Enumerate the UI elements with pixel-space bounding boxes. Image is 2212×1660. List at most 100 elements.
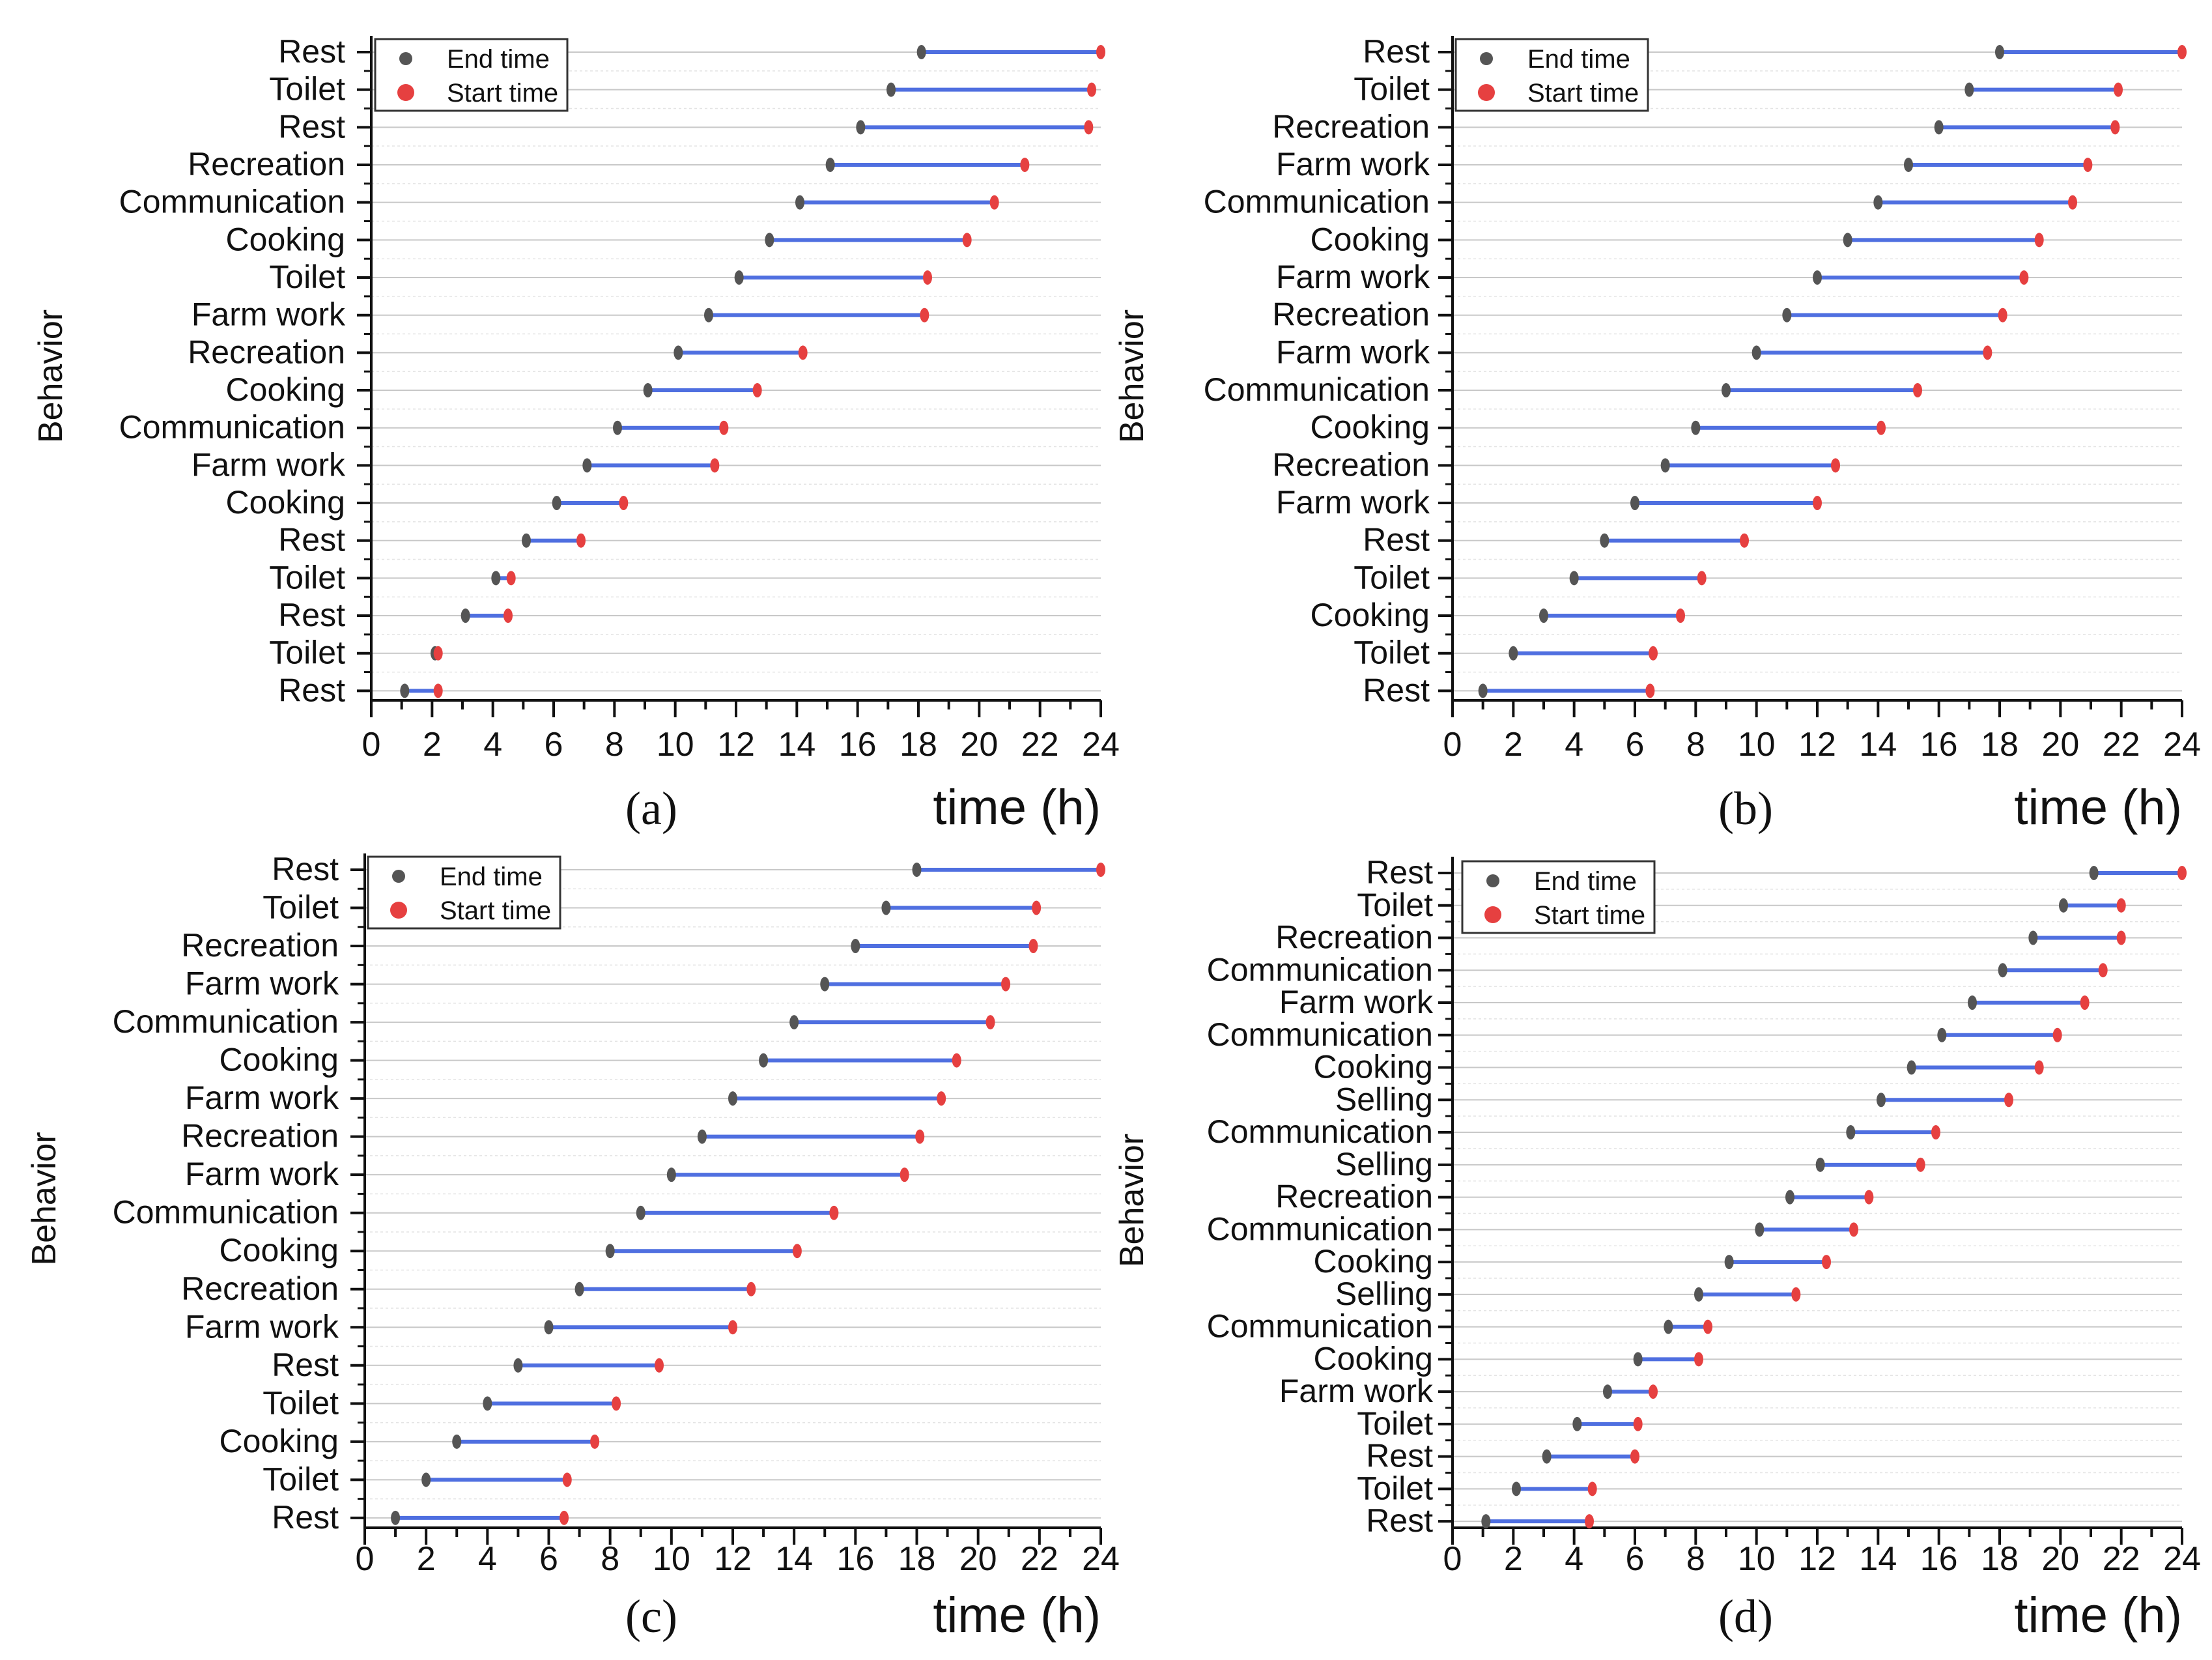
y-tick-label: Recreation xyxy=(181,1118,339,1154)
end-time-marker xyxy=(825,158,835,173)
start-time-marker xyxy=(1694,1352,1703,1367)
x-tick-label: 6 xyxy=(545,726,563,764)
end-time-marker xyxy=(1904,158,1913,173)
start-time-marker xyxy=(1822,1255,1831,1270)
y-tick-label: Farm work xyxy=(1276,146,1430,182)
start-time-marker xyxy=(1849,1222,1858,1237)
end-time-marker xyxy=(461,608,470,623)
start-time-marker xyxy=(1676,608,1685,623)
y-tick-label: Toilet xyxy=(269,635,345,671)
start-time-marker xyxy=(2019,270,2029,285)
end-time-marker xyxy=(728,1091,737,1106)
y-tick-label: Communication xyxy=(113,1003,339,1040)
y-tick-label: Toilet xyxy=(1357,1470,1433,1506)
y-tick-label: Farm work xyxy=(1276,484,1430,521)
end-time-marker xyxy=(856,120,866,135)
end-time-marker xyxy=(789,1015,799,1030)
end-time-marker xyxy=(1572,1416,1582,1431)
y-tick-label: Toilet xyxy=(269,559,345,595)
y-tick-label: Farm work xyxy=(185,966,339,1002)
x-tick-label: 12 xyxy=(1798,726,1836,764)
y-tick-label: Communication xyxy=(1207,1210,1433,1247)
y-tick-label: Cooking xyxy=(1314,1243,1433,1280)
start-time-marker xyxy=(2034,233,2044,248)
start-time-marker xyxy=(2052,1027,2062,1042)
start-time-marker xyxy=(1032,900,1042,915)
y-tick-label: Rest xyxy=(1366,854,1433,891)
start-time-marker xyxy=(433,683,443,698)
y-tick-label: Cooking xyxy=(226,484,345,521)
end-time-marker xyxy=(1603,1384,1612,1399)
y-axis-label: Behavior xyxy=(1113,309,1151,443)
end-time-marker xyxy=(1694,1287,1703,1302)
y-tick-label: Farm work xyxy=(1279,984,1434,1020)
start-time-marker xyxy=(1096,863,1105,877)
start-time-marker xyxy=(1020,158,1030,173)
x-tick-label: 10 xyxy=(1738,1540,1776,1578)
y-tick-label: Toilet xyxy=(1354,559,1430,595)
y-tick-label: Rest xyxy=(278,597,345,633)
x-tick-label: 18 xyxy=(900,726,937,764)
end-time-marker xyxy=(1877,1093,1886,1108)
end-time-marker xyxy=(2059,898,2068,913)
y-tick-label: Rest xyxy=(1363,522,1430,558)
end-time-marker xyxy=(759,1053,769,1068)
y-tick-label: Communication xyxy=(119,184,345,220)
start-time-marker xyxy=(719,420,729,435)
y-tick-label: Cooking xyxy=(1311,409,1430,446)
panel-label: (c) xyxy=(625,1590,677,1642)
end-time-marker xyxy=(916,45,926,59)
start-time-marker xyxy=(1864,1190,1874,1205)
end-time-marker xyxy=(1843,233,1852,248)
legend-end-marker xyxy=(1486,874,1499,887)
end-time-marker xyxy=(1782,308,1792,322)
start-time-marker xyxy=(1587,1481,1597,1496)
x-tick-label: 0 xyxy=(356,1540,375,1578)
start-time-marker xyxy=(752,383,762,398)
start-time-marker xyxy=(2177,45,2187,59)
y-tick-label: Farm work xyxy=(1279,1373,1434,1409)
start-time-marker xyxy=(962,233,972,248)
legend-start-marker xyxy=(390,902,407,919)
end-time-marker xyxy=(1600,533,1609,548)
end-time-marker xyxy=(1995,45,2004,59)
y-tick-label: Toilet xyxy=(262,889,339,926)
end-time-marker xyxy=(1481,1514,1491,1529)
end-time-marker xyxy=(552,496,561,511)
end-time-marker xyxy=(1998,963,2007,978)
y-tick-label: Toilet xyxy=(1357,887,1433,923)
y-tick-label: Cooking xyxy=(1311,597,1430,633)
start-time-marker xyxy=(1983,345,1992,360)
end-time-marker xyxy=(851,939,860,954)
end-time-marker xyxy=(400,683,410,698)
end-time-marker xyxy=(452,1434,462,1449)
y-axis-label: Behavior xyxy=(32,309,70,443)
end-time-marker xyxy=(391,1510,401,1525)
end-time-marker xyxy=(1664,1319,1673,1334)
panel-label: (a) xyxy=(625,782,677,835)
legend-start-marker xyxy=(1484,906,1501,923)
start-time-marker xyxy=(2080,995,2090,1010)
legend-start-marker xyxy=(1478,84,1495,101)
start-time-marker xyxy=(1703,1319,1712,1334)
end-time-marker xyxy=(1660,458,1670,473)
end-time-marker xyxy=(1751,345,1761,360)
x-tick-label: 14 xyxy=(1859,1540,1897,1578)
y-tick-label: Rest xyxy=(1363,33,1430,70)
y-tick-label: Rest xyxy=(272,851,339,887)
start-time-marker xyxy=(1916,1157,1925,1172)
start-time-marker xyxy=(590,1434,600,1449)
start-time-marker xyxy=(612,1396,621,1411)
y-tick-label: Toilet xyxy=(269,259,345,295)
y-tick-label: Recreation xyxy=(188,146,345,182)
y-tick-label: Selling xyxy=(1335,1081,1433,1117)
y-tick-label: Communication xyxy=(1207,1308,1433,1345)
x-tick-label: 16 xyxy=(1920,1540,1958,1578)
x-tick-label: 8 xyxy=(601,1540,619,1578)
x-tick-label: 20 xyxy=(960,726,998,764)
x-tick-label: 20 xyxy=(2041,1540,2079,1578)
end-time-marker xyxy=(1846,1125,1856,1140)
end-time-marker xyxy=(1815,1157,1825,1172)
y-tick-label: Rest xyxy=(272,1499,339,1536)
